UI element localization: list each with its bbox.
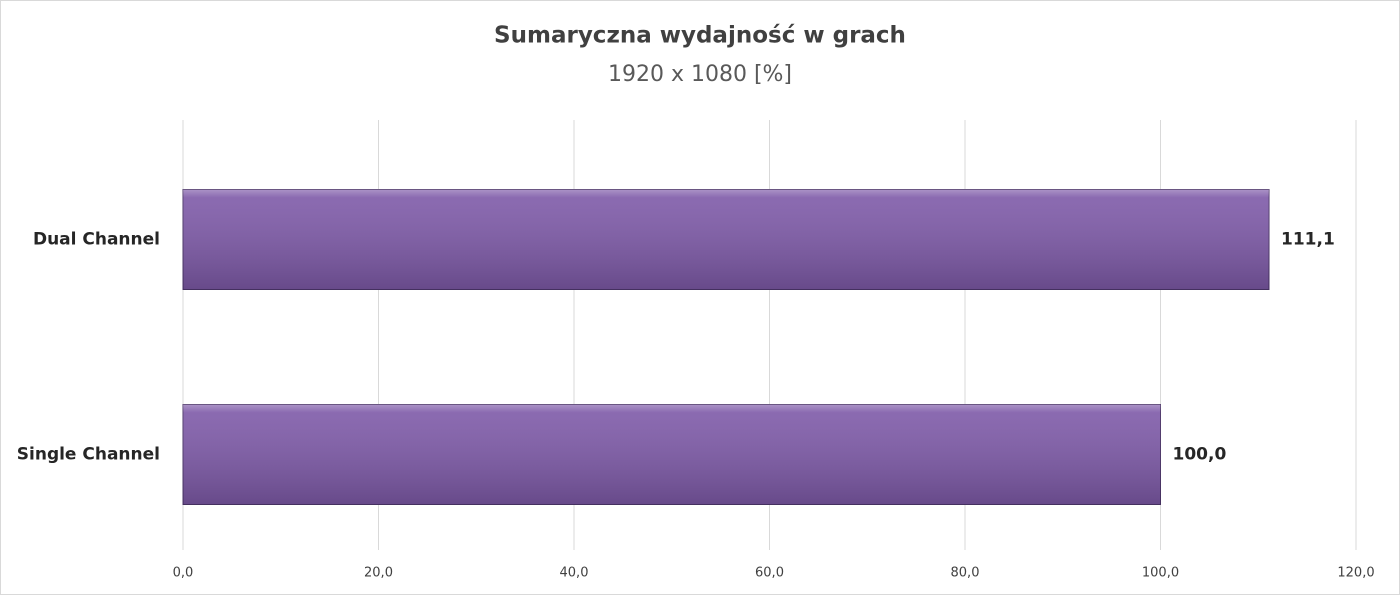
x-tick-label: 80,0 xyxy=(951,566,980,581)
x-tick-label: 120,0 xyxy=(1337,566,1374,581)
x-tick-label: 60,0 xyxy=(755,566,784,581)
value-label: 100,0 xyxy=(1173,445,1227,465)
x-tick-label: 20,0 xyxy=(364,566,393,581)
x-tick-label: 100,0 xyxy=(1142,566,1179,581)
y-tick-label: Single Channel xyxy=(17,445,160,465)
bar-shine xyxy=(183,404,1161,505)
x-tick-label: 40,0 xyxy=(560,566,589,581)
bar-shine xyxy=(183,189,1270,290)
x-tick-label: 0,0 xyxy=(173,566,194,581)
value-label: 111,1 xyxy=(1281,230,1335,250)
chart-title: Sumaryczna wydajność w grach xyxy=(494,23,906,49)
chart-subtitle: 1920 x 1080 [%] xyxy=(608,62,792,87)
y-tick-label: Dual Channel xyxy=(33,230,160,250)
